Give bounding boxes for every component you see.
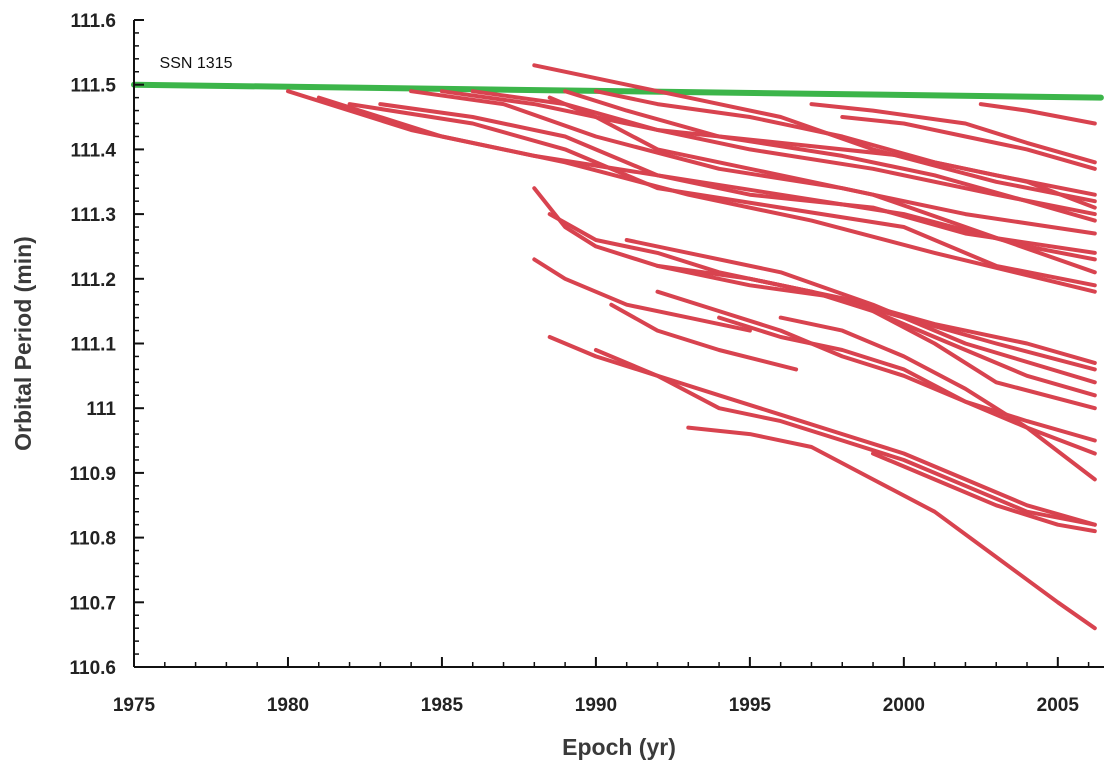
debris-series-line	[532, 63, 1097, 204]
y-tick-label: 110.6	[70, 658, 117, 679]
x-tick-label: 1975	[113, 695, 156, 716]
debris-series-line	[347, 102, 1097, 288]
debris-series-line	[378, 102, 1097, 255]
y-tick-label: 110.8	[70, 529, 117, 550]
debris-series-line	[624, 238, 1097, 385]
debris-series-line	[547, 95, 1097, 275]
y-tick-label: 111.3	[71, 205, 116, 226]
axes-layer	[133, 19, 1104, 668]
series-layer	[131, 63, 1104, 631]
debris-series-line	[609, 302, 799, 372]
y-tick-label: 111.4	[71, 140, 117, 161]
y-tick-label: 110.9	[70, 464, 117, 485]
x-tick-label: 2000	[883, 695, 925, 716]
debris-series-line	[532, 186, 1097, 365]
y-tick-label: 111.5	[71, 76, 117, 97]
debris-series-line	[547, 335, 1097, 527]
plot-area	[134, 20, 1104, 667]
debris-series-line	[778, 315, 1097, 482]
debris-series-line	[809, 102, 1097, 165]
x-tick-label: 1985	[421, 695, 464, 716]
debris-series-line	[593, 348, 1097, 527]
x-tick-label: 1995	[729, 695, 772, 716]
y-axis-title: Orbital Period (min)	[10, 236, 36, 451]
debris-series-line	[655, 289, 1097, 443]
debris-series-line	[409, 89, 1097, 236]
debris-series-line	[593, 89, 1097, 210]
x-axis-title: Epoch (yr)	[562, 734, 676, 760]
y-tick-label: 111.6	[71, 11, 116, 32]
y-tick-label: 110.7	[70, 593, 117, 614]
y-tick-label: 111	[86, 399, 116, 420]
reference-orbit-line	[131, 81, 1104, 101]
x-tick-label: 1990	[575, 695, 617, 716]
debris-series-line	[840, 115, 1097, 171]
debris-series-line	[439, 89, 1097, 217]
x-tick-label: 2005	[1037, 695, 1080, 716]
y-tick-label: 111.2	[71, 270, 116, 291]
debris-series-line	[747, 276, 1097, 411]
x-tick-label: 1980	[267, 695, 309, 716]
annotation-label: SSN 1315	[160, 55, 233, 72]
debris-series-line	[978, 102, 1097, 126]
label-layer: 110.6 110.7 110.8 110.9 111 111.1 111.2 111.3 11…	[70, 11, 1080, 716]
debris-series-line	[686, 425, 1097, 631]
y-tick-label: 111.1	[71, 335, 117, 356]
debris-series-line	[563, 89, 1097, 223]
debris-series-line	[871, 451, 1097, 534]
debris-series-line	[532, 257, 752, 333]
